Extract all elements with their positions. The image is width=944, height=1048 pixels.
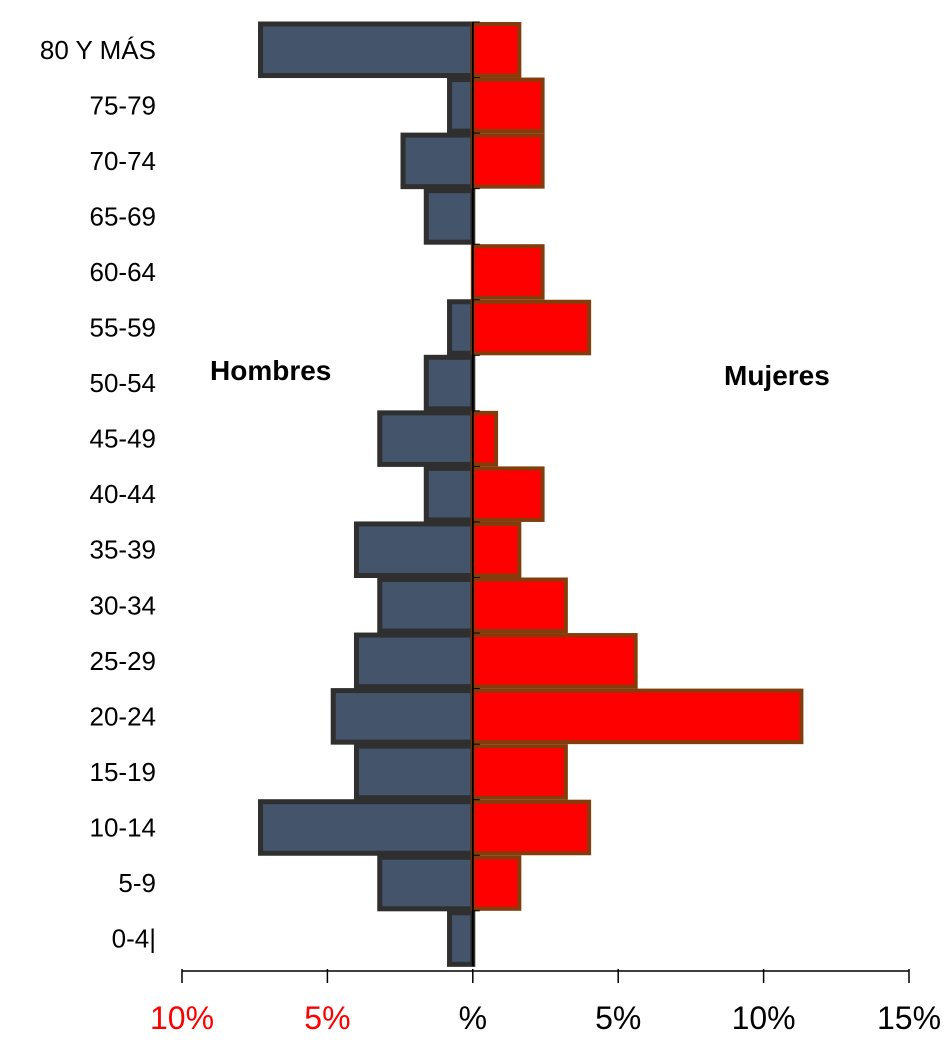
x-tick-label: 10% (150, 1000, 214, 1036)
bar-mujeres-45-49 (470, 410, 499, 467)
bar-hombres-40-44 (423, 465, 476, 523)
bar-hombres-45-49 (377, 410, 476, 467)
y-tick-label-0-4: 0-4| (112, 924, 156, 954)
y-tick-label-40-44: 40-44 (90, 479, 157, 509)
y-tick-label-45-49: 45-49 (90, 424, 157, 454)
x-tick-label: 5% (595, 1000, 641, 1036)
bar-hombres-5-9 (377, 854, 476, 912)
y-tick-label-10-14: 10-14 (90, 812, 157, 842)
bar-mujeres-75-79 (470, 77, 545, 134)
y-tick-label-80-y-m-s: 80 Y MÁS (40, 35, 156, 65)
y-tick-label-15-19: 15-19 (90, 757, 157, 787)
bar-mujeres-55-59 (470, 299, 592, 356)
bar-mujeres-70-74 (470, 133, 545, 189)
y-tick-label-55-59: 55-59 (90, 313, 157, 343)
women-bars-group (470, 22, 804, 911)
bar-hombres-50-54 (423, 354, 476, 412)
bar-hombres-75-79 (447, 77, 476, 134)
bar-mujeres-20-24 (470, 688, 804, 745)
bar-mujeres-80-y-m-s (470, 22, 522, 78)
y-tick-label-70-74: 70-74 (90, 146, 157, 176)
y-tick-label-5-9: 5-9 (118, 868, 156, 898)
y-tick-label-50-54: 50-54 (90, 368, 157, 398)
y-tick-label-35-39: 35-39 (90, 535, 157, 565)
bar-mujeres-5-9 (470, 855, 522, 911)
bar-hombres-0-4 (447, 910, 476, 967)
y-tick-label-20-24: 20-24 (90, 701, 157, 731)
bar-mujeres-60-64 (470, 244, 545, 300)
bar-mujeres-10-14 (470, 799, 592, 856)
bar-hombres-10-14 (258, 799, 476, 856)
bar-hombres-35-39 (353, 521, 476, 579)
y-tick-label-25-29: 25-29 (90, 646, 157, 676)
annotation-mujeres: Mujeres (724, 360, 830, 391)
center-axis-group (471, 21, 480, 967)
y-tick-label-30-34: 30-34 (90, 590, 157, 620)
bar-mujeres-40-44 (470, 466, 545, 522)
bar-hombres-70-74 (400, 132, 476, 190)
y-tick-label-60-64: 60-64 (90, 257, 157, 287)
bar-mujeres-35-39 (470, 521, 522, 578)
bar-hombres-30-34 (377, 577, 476, 634)
bar-hombres-65-69 (423, 188, 476, 245)
x-tick-label: 5% (304, 1000, 350, 1036)
bar-mujeres-30-34 (470, 577, 568, 634)
bar-hombres-20-24 (330, 688, 476, 745)
men-bars-group (258, 21, 476, 967)
bar-hombres-55-59 (447, 299, 476, 356)
bar-hombres-80-y-m-s (258, 21, 476, 79)
annotation-hombres: Hombres (210, 355, 331, 386)
x-tick-label: % (459, 1000, 487, 1036)
y-tick-label-75-79: 75-79 (90, 90, 157, 120)
y-axis-labels: 80 Y MÁS 75-79 70-74 65-69 60-64 55-59 50-54 45… (40, 35, 156, 954)
bar-mujeres-15-19 (470, 744, 568, 800)
x-axis: 10% 5%% 5% 10% 15% (150, 969, 941, 1036)
y-tick-label-65-69: 65-69 (90, 201, 157, 231)
bar-hombres-25-29 (353, 632, 476, 690)
bar-mujeres-25-29 (470, 633, 638, 689)
x-tick-label: 15% (877, 1000, 941, 1036)
bar-hombres-15-19 (353, 743, 476, 801)
x-tick-label: 10% (732, 1000, 796, 1036)
